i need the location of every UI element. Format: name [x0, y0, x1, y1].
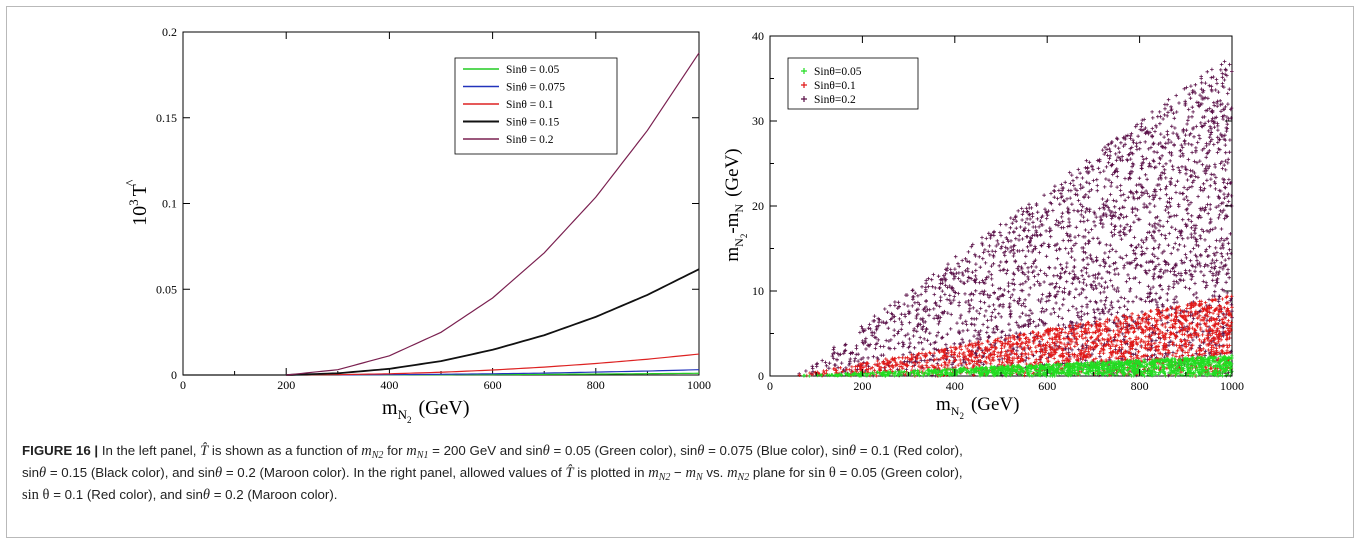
right-x-tick-label: 200 [853, 379, 871, 393]
right-x-tick-label: 600 [1038, 379, 1056, 393]
left-series-lines [183, 52, 700, 376]
right-legend-box [787, 57, 919, 110]
left-x-tick-label: 0 [180, 378, 186, 392]
left-legend-box [454, 57, 618, 155]
left-y-tick-label: 0.1 [162, 197, 177, 211]
right-y-axis-label: mN2-mN(GeV) [722, 148, 749, 261]
figure-caption: FIGURE 16 | In the left panel, T̂ is sho… [22, 443, 963, 503]
right-x-tick-label: 1000 [1220, 379, 1244, 393]
right-x-tick-label: 0 [767, 379, 773, 393]
left-series-line-2 [286, 353, 700, 376]
svg-text:103T: 103T [126, 184, 151, 226]
right-x-tick-label: 400 [946, 379, 964, 393]
left-legend-label: Sinθ = 0.15 [506, 117, 559, 129]
left-y-tick-label: 0.05 [156, 282, 177, 296]
left-x-tick-label: 600 [484, 378, 502, 392]
right-y-tick-label: 0 [758, 369, 764, 383]
left-legend-label: Sinθ = 0.05 [506, 64, 559, 76]
left-y-axis-label: 103T ^ [124, 179, 151, 226]
right-y-tick-label: 40 [752, 29, 764, 43]
left-legend-label: Sinθ = 0.075 [506, 82, 565, 94]
left-axis-ticks: 0 200 400 600 800 1000 0 0.05 0.1 0.15 0.2 [156, 25, 711, 392]
figure-frame [6, 6, 1354, 538]
left-legend-label: Sinθ = 0.2 [506, 134, 554, 146]
right-scatter-points [797, 59, 1234, 378]
left-x-tick-label: 200 [277, 378, 295, 392]
left-legend-label: Sinθ = 0.1 [506, 99, 554, 111]
left-x-tick-label: 800 [587, 378, 605, 392]
left-plot-area [182, 31, 700, 376]
right-series-points-0 [801, 354, 1234, 378]
left-series-line-4 [286, 52, 700, 376]
right-y-tick-label: 30 [752, 114, 764, 128]
left-y-tick-label: 0.15 [156, 111, 177, 125]
svg-text:mN2(GeV): mN2(GeV) [936, 394, 1019, 421]
left-y-tick-label: 0.2 [162, 25, 177, 39]
left-x-tick-label: 1000 [687, 378, 711, 392]
right-legend-marker [801, 96, 807, 102]
right-legend-marker [801, 82, 807, 88]
right-legend-label: Sinθ=0.2 [814, 94, 856, 106]
right-scatter-marks [801, 354, 1234, 378]
right-x-axis-label: mN2(GeV) [936, 394, 1019, 421]
figure-label: FIGURE 16 | [22, 443, 99, 458]
left-series-line-3 [286, 268, 700, 376]
right-y-tick-label: 20 [752, 199, 764, 213]
right-legend: Sinθ=0.05 Sinθ=0.1 Sinθ=0.2 [787, 57, 919, 110]
left-legend: Sinθ = 0.05 Sinθ = 0.075 Sinθ = 0.1 Sinθ = … [454, 57, 618, 155]
right-legend-label: Sinθ=0.1 [814, 80, 856, 92]
left-panel: 0 200 400 600 800 1000 0 0.05 0.1 0.15 0.2 Sinθ = … [124, 25, 711, 425]
right-x-tick-label: 800 [1131, 379, 1149, 393]
right-legend-label: Sinθ=0.05 [814, 66, 862, 78]
right-axis-ticks: 0 200 400 600 800 1000 0 10 20 30 40 [752, 29, 1244, 393]
left-x-tick-label: 400 [380, 378, 398, 392]
t-hat: ^ [124, 179, 139, 186]
right-y-tick-label: 10 [752, 284, 764, 298]
left-x-axis-label: mN2(GeV) [382, 397, 470, 425]
right-legend-marker [801, 68, 807, 74]
left-y-tick-label: 0 [171, 368, 177, 382]
svg-text:mN2-mN(GeV): mN2-mN(GeV) [722, 148, 749, 261]
svg-text:mN2(GeV): mN2(GeV) [382, 397, 470, 425]
